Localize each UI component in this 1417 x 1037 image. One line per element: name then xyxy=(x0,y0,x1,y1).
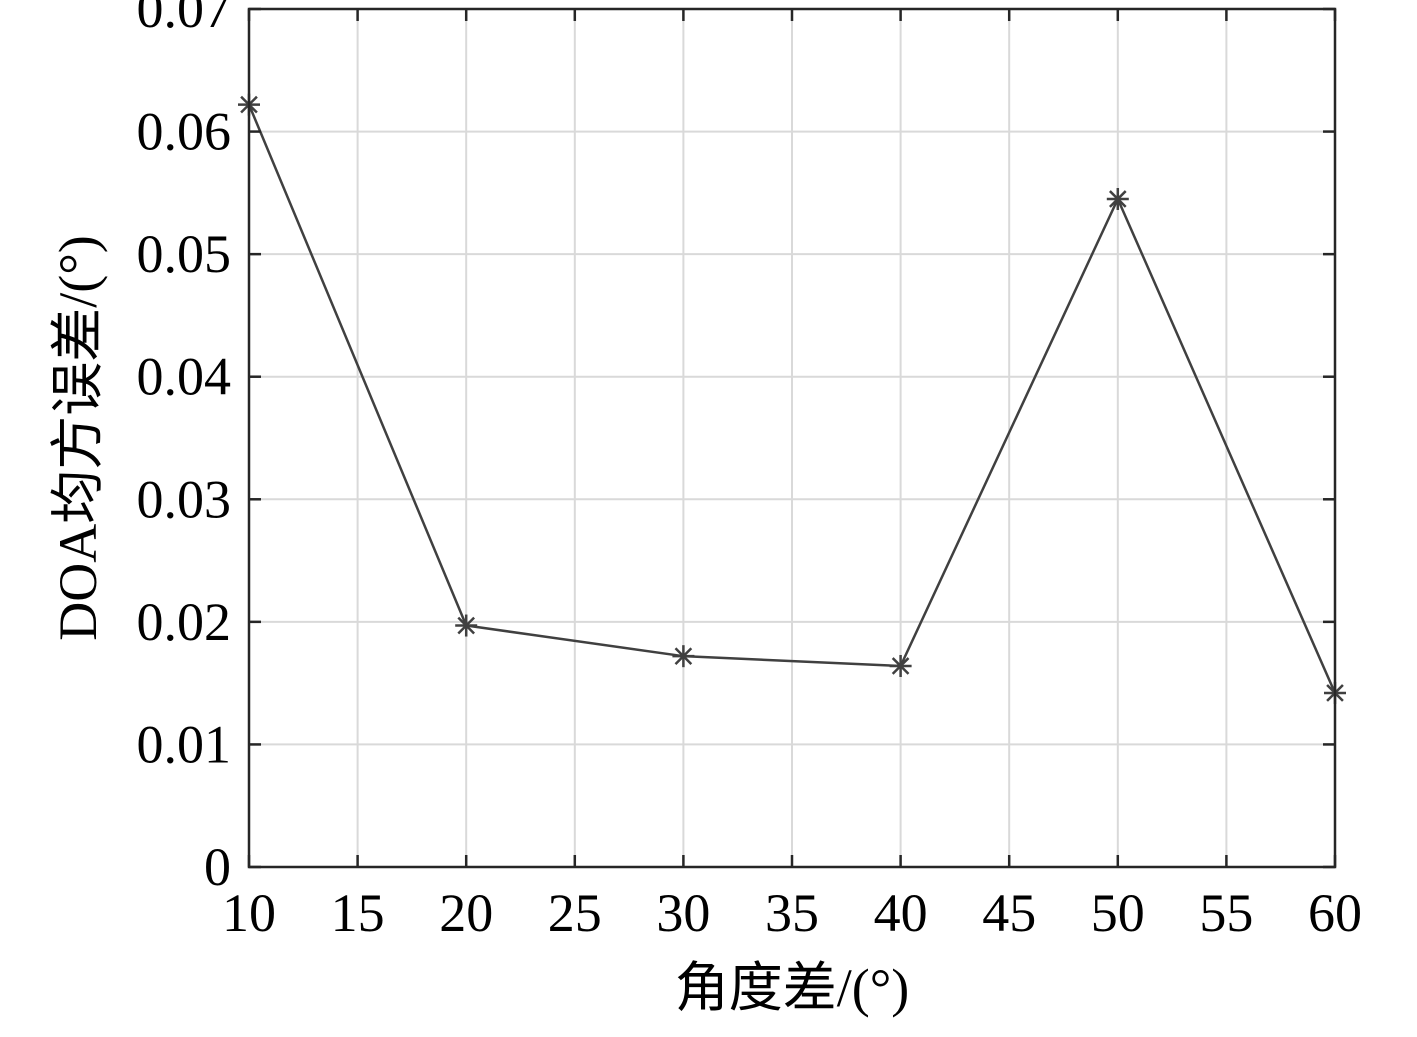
y-tick-label: 0.01 xyxy=(137,714,232,774)
x-axis-label: 角度差/(°) xyxy=(675,958,910,1018)
y-tick-label: 0.06 xyxy=(137,102,232,162)
data-point-marker xyxy=(889,654,912,677)
x-tick-label: 10 xyxy=(222,883,276,943)
x-tick-label: 55 xyxy=(1199,883,1253,943)
y-tick-label: 0.02 xyxy=(137,592,232,652)
y-tick-label: 0.05 xyxy=(137,224,232,284)
x-tick-label: 30 xyxy=(656,883,710,943)
x-tick-label: 20 xyxy=(439,883,493,943)
data-point-marker xyxy=(1106,187,1129,210)
x-tick-label: 60 xyxy=(1308,883,1362,943)
y-tick-label: 0.07 xyxy=(137,0,232,39)
x-tick-label: 40 xyxy=(874,883,928,943)
tick-labels: 10 15 20 25 30 35 40 45 50 55 60 0 0.01 0.02 0.03 0.04 0… xyxy=(137,0,1363,943)
x-tick-label: 50 xyxy=(1091,883,1145,943)
x-tick-label: 45 xyxy=(982,883,1036,943)
x-tick-label: 35 xyxy=(765,883,819,943)
series-layer xyxy=(238,93,1346,704)
series-line xyxy=(247,104,1337,694)
y-tick-label: 0.03 xyxy=(137,469,232,529)
y-tick-label: 0 xyxy=(204,837,231,897)
x-tick-label: 25 xyxy=(548,883,602,943)
data-point-marker xyxy=(672,645,695,668)
y-axis-label: DOA均方误差/(°) xyxy=(48,235,108,641)
y-tick-label: 0.04 xyxy=(137,347,232,407)
x-tick-label: 15 xyxy=(331,883,385,943)
grid xyxy=(248,8,1336,868)
axis-ticks xyxy=(247,7,1337,869)
data-point-marker xyxy=(455,614,478,637)
